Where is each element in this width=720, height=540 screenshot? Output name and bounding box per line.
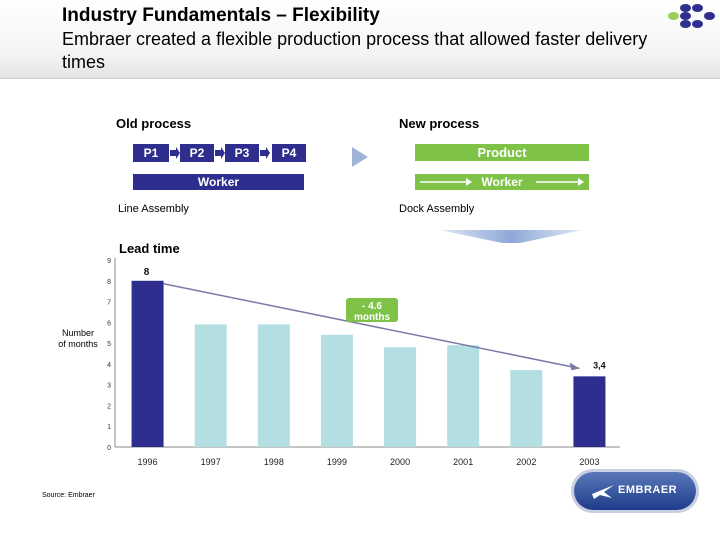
new-process-label: New process [399, 116, 480, 131]
bar [257, 324, 290, 447]
slide-title: Industry Fundamentals – Flexibility [62, 5, 380, 26]
x-tick-label: 2001 [453, 457, 473, 467]
step-p2: P2 [180, 144, 214, 162]
logo-text: EMBRAER [618, 484, 678, 496]
chevron-down-icon [440, 230, 582, 243]
x-tick-label: 1998 [264, 457, 284, 467]
y-tick-label: 7 [107, 300, 111, 307]
old-worker-bar: Worker [133, 174, 304, 190]
worker-arrows-icon [420, 178, 584, 186]
bar [447, 345, 480, 447]
step-p4: P4 [272, 144, 306, 162]
plane-logo-icon [592, 485, 614, 499]
annotation-text: - 4.6 [362, 301, 382, 312]
y-tick-label: 0 [107, 445, 111, 452]
trend-arrow-icon [569, 362, 580, 371]
bar [194, 324, 227, 447]
x-tick-label: 1999 [327, 457, 347, 467]
new-process-caption: Dock Assembly [399, 203, 475, 215]
data-label: 8 [144, 267, 150, 278]
step-arrows-icon [170, 147, 270, 159]
transition-arrow-icon [352, 147, 368, 167]
header-band: Industry Fundamentals – Flexibility Embr… [0, 0, 720, 79]
old-process-label: Old process [116, 116, 192, 131]
y-tick-label: 2 [107, 403, 111, 410]
trend-line [163, 283, 580, 370]
chart-title: Lead time [119, 241, 180, 256]
y-tick-label: 9 [107, 258, 111, 265]
x-tick-label: 1997 [201, 457, 221, 467]
annotation-box [346, 298, 398, 322]
y-tick-label: 6 [107, 320, 111, 327]
y-tick-label: 5 [107, 341, 111, 348]
bar [510, 370, 543, 447]
y-axis-title: Number of months [58, 328, 98, 349]
step-p3: P3 [225, 144, 259, 162]
annotation-text: months [354, 312, 391, 323]
step-p1: P1 [133, 144, 169, 162]
new-worker-label: Worker [481, 175, 523, 189]
bar [573, 376, 606, 447]
y-tick-label: 3 [107, 383, 111, 390]
new-worker-bar: Worker [415, 174, 589, 190]
x-tick-label: 2000 [390, 457, 410, 467]
bar [320, 334, 353, 447]
y-tick-label: 4 [107, 362, 111, 369]
old-process-caption: Line Assembly [118, 203, 189, 215]
slide-subtitle: Embraer created a flexible production pr… [62, 29, 648, 72]
bar [131, 280, 164, 447]
dots-logo-icon [668, 4, 718, 36]
y-tick-label: 1 [107, 424, 111, 431]
y-tick-label: 8 [107, 279, 111, 286]
x-tick-label: 2002 [516, 457, 536, 467]
source-note: Source: Embraer [42, 492, 95, 499]
x-tick-label: 1996 [138, 457, 158, 467]
x-tick-label: 2003 [579, 457, 599, 467]
bar [384, 347, 417, 447]
embraer-logo: EMBRAER [574, 472, 696, 510]
data-label: 3,4 [593, 360, 606, 370]
product-bar: Product [415, 144, 589, 161]
